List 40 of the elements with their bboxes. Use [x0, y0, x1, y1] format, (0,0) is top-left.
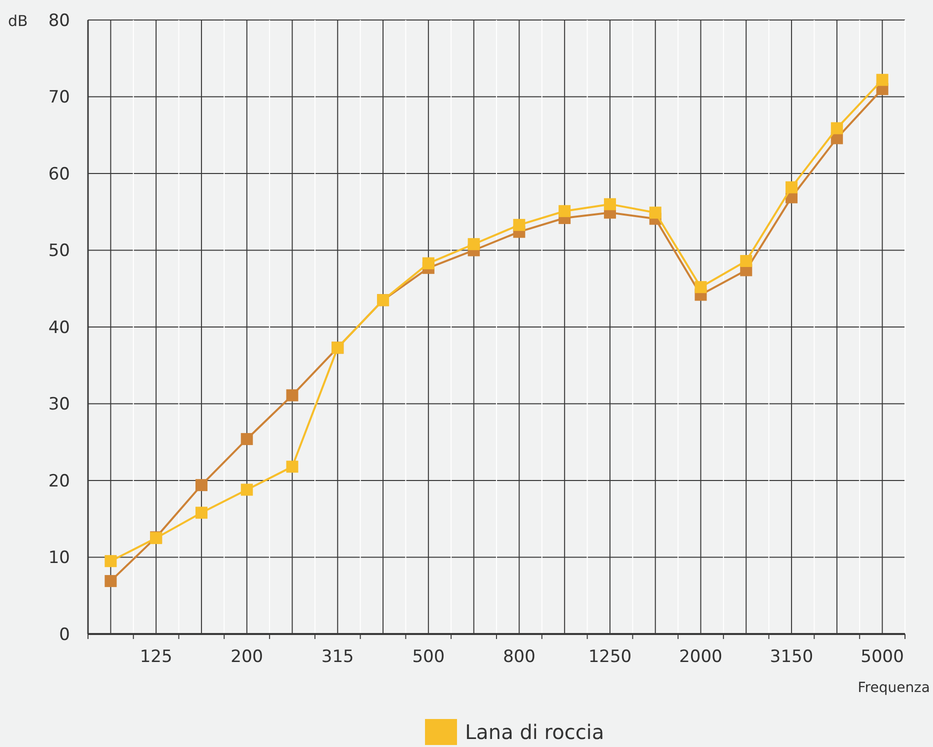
y-tick-label: 20 — [48, 471, 70, 492]
x-tick-label: 3150 — [770, 647, 814, 667]
point — [286, 389, 298, 402]
legend-label: Lana di roccia — [465, 720, 604, 744]
point — [422, 257, 434, 270]
y-tick-label: 10 — [48, 548, 70, 568]
point — [740, 254, 752, 267]
point — [104, 555, 117, 568]
point — [786, 181, 798, 194]
y-tick-label: 60 — [48, 164, 70, 184]
point — [604, 198, 616, 210]
point — [104, 575, 117, 588]
y-tick-label: 80 — [48, 10, 70, 31]
x-tick-label: 1250 — [588, 647, 632, 667]
point — [195, 479, 208, 492]
x-axis-title: Frequenza — [858, 680, 930, 696]
point — [876, 74, 888, 86]
y-tick-label: 70 — [48, 88, 70, 108]
x-tick-label: 500 — [412, 647, 445, 667]
point — [649, 206, 662, 219]
point — [286, 460, 298, 473]
x-tick-label: 800 — [502, 647, 536, 667]
y-tick-label: 0 — [59, 624, 70, 645]
point — [558, 205, 571, 218]
point — [694, 281, 707, 294]
point — [240, 484, 253, 496]
point — [195, 506, 208, 519]
point — [513, 218, 526, 231]
x-tick-label: 315 — [321, 647, 354, 667]
point — [830, 122, 843, 134]
x-tick-label: 2000 — [679, 647, 722, 667]
point — [240, 433, 253, 446]
y-tick-label: 30 — [48, 394, 70, 415]
x-tick-label: 5000 — [860, 647, 904, 667]
y-tick-label: 40 — [48, 318, 70, 338]
point — [468, 238, 480, 250]
y-axis-title: dB — [8, 12, 28, 30]
y-tick-label: 50 — [48, 241, 70, 262]
x-tick-label: 125 — [140, 647, 172, 667]
x-tick-label: 200 — [230, 647, 264, 667]
